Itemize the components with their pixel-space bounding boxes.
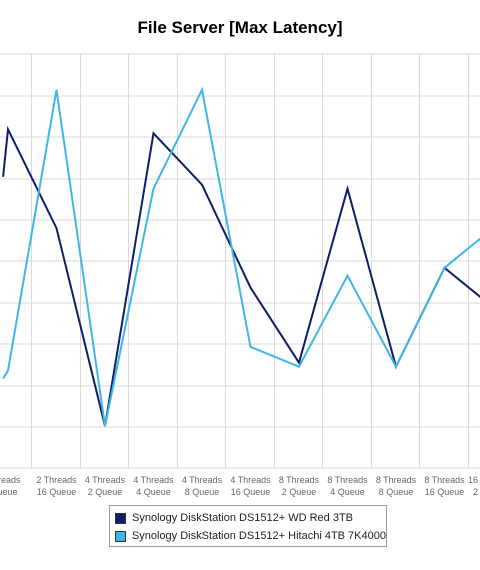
x-tick-label: 4 Queue bbox=[330, 487, 365, 497]
chart-title: File Server [Max Latency] bbox=[137, 18, 343, 37]
series-layer bbox=[2, 86, 480, 427]
x-tick-label: 8 Threads bbox=[376, 475, 417, 485]
x-tick-label: 16 Queue bbox=[37, 487, 77, 497]
x-tick-label: Threads bbox=[0, 475, 21, 485]
x-tick-label: 8 Queue bbox=[379, 487, 414, 497]
series-line-2 bbox=[2, 86, 480, 427]
x-tick-label: 16 bbox=[468, 475, 478, 485]
x-tick-label: 4 Threads bbox=[182, 475, 223, 485]
x-tick-label: 4 Threads bbox=[133, 475, 174, 485]
x-tick-label: 8 Threads bbox=[424, 475, 465, 485]
x-tick-label: 16 Queue bbox=[425, 487, 465, 497]
x-tick-label: 4 Threads bbox=[230, 475, 271, 485]
x-tick-label: 16 Queue bbox=[231, 487, 271, 497]
x-tick-label: 2 Queue bbox=[88, 487, 123, 497]
legend-swatch-2 bbox=[115, 530, 126, 542]
x-tick-label: 2 bbox=[473, 487, 478, 497]
x-tick-labels: Threads Queue 2 Threads 16 Queue 4 Threads 2 … bbox=[0, 475, 478, 497]
x-tick-label: 4 Threads bbox=[85, 475, 126, 485]
legend-label-2: Synology DiskStation DS1512+ Hitachi 4TB… bbox=[131, 530, 386, 542]
x-tick-label: 8 Threads bbox=[327, 475, 368, 485]
x-tick-label: 2 Threads bbox=[36, 475, 77, 485]
x-tick-label: 2 Queue bbox=[282, 487, 317, 497]
x-tick-label: 8 Threads bbox=[279, 475, 320, 485]
x-tick-label: 8 Queue bbox=[185, 487, 220, 497]
legend-label-1: Synology DiskStation DS1512+ WD Red 3TB bbox=[132, 512, 354, 524]
legend-swatch-1 bbox=[115, 512, 126, 524]
legend: Synology DiskStation DS1512+ WD Red 3TB … bbox=[109, 505, 387, 547]
series-line-1 bbox=[2, 125, 480, 427]
grid-layer bbox=[0, 53, 480, 469]
legend-item-1[interactable]: Synology DiskStation DS1512+ WD Red 3TB bbox=[115, 509, 386, 527]
x-tick-label: Queue bbox=[0, 487, 18, 497]
x-tick-label: 4 Queue bbox=[136, 487, 171, 497]
legend-item-2[interactable]: Synology DiskStation DS1512+ Hitachi 4TB… bbox=[115, 527, 386, 545]
